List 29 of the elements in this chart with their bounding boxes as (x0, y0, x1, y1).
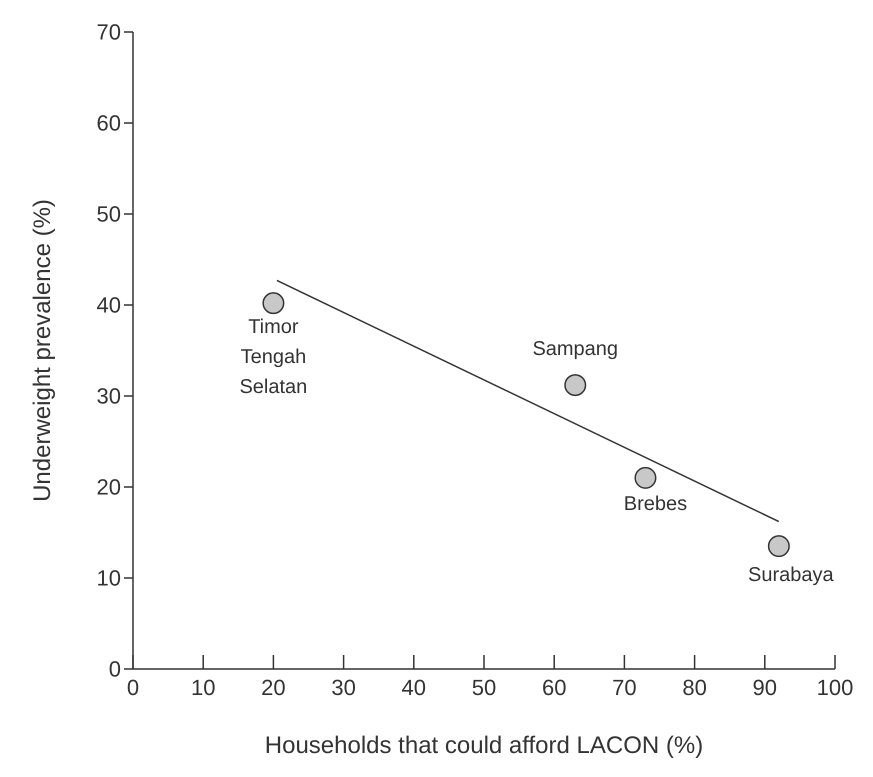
x-tick-label: 60 (542, 675, 566, 700)
point (564, 374, 586, 396)
point (768, 535, 790, 558)
point (262, 292, 284, 314)
x-tick-label: 10 (190, 675, 216, 700)
y-tick-label: 70 (96, 20, 121, 45)
y-axis-title: Underweight prevalence (%) (29, 199, 56, 502)
y-tick-label: 20 (96, 474, 121, 500)
y-tick-label: 10 (96, 566, 121, 591)
y-tick-label: 30 (96, 384, 121, 409)
x-axis-title: Households that could afford LACON (%) (264, 732, 704, 759)
x-tick-label: 100 (816, 675, 854, 700)
x-tick-label: 70 (612, 675, 637, 700)
x-tick-label: 20 (261, 675, 286, 700)
x-tick-label: 0 (126, 675, 140, 700)
x-tick-label: 40 (402, 675, 426, 700)
point (634, 466, 656, 489)
annotation: Surabaya (748, 564, 835, 586)
y-tick-label: 60 (96, 110, 121, 136)
annotation: Sampang (532, 338, 618, 360)
x-tick-label: 30 (331, 675, 356, 700)
x-tick-label: 50 (472, 675, 496, 700)
y-tick-label: 40 (96, 292, 121, 318)
annotation: Brebes (624, 492, 688, 515)
y-tick-label: 0 (108, 656, 121, 682)
annotation: Timor Tengah Selatan (239, 316, 308, 398)
x-tick-label: 80 (682, 675, 707, 700)
x-tick-label: 90 (752, 675, 778, 700)
y-tick-label: 50 (96, 202, 121, 227)
